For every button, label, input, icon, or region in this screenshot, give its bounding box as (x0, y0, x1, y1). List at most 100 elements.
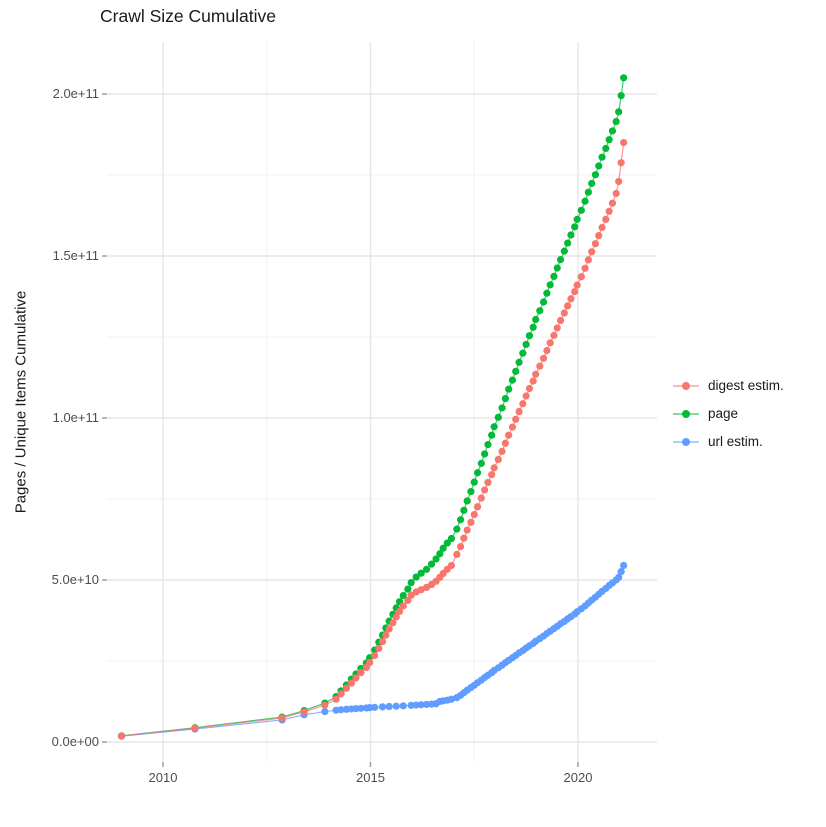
data-point-digest-estim- (382, 631, 390, 639)
data-point-digest-estim- (366, 659, 374, 667)
data-point-digest-estim- (617, 159, 625, 167)
data-point-url-estim- (385, 702, 393, 711)
data-point-page (508, 376, 517, 384)
x-tick-label: 2020 (563, 770, 593, 785)
data-point-digest-estim- (375, 644, 383, 652)
data-point-digest-estim- (588, 248, 596, 256)
data-point-digest-estim- (456, 543, 465, 551)
data-point-digest-estim- (532, 370, 540, 378)
legend-item: digest estim. (673, 378, 784, 393)
data-point-digest-estim- (536, 362, 544, 370)
data-point-page (573, 215, 581, 223)
data-point-page (532, 315, 540, 324)
data-point-page (515, 358, 523, 366)
data-point-page (447, 534, 456, 543)
data-point-page (494, 413, 502, 421)
data-point-digest-estim- (546, 339, 554, 347)
data-point-url-estim- (617, 567, 625, 576)
data-point-digest-estim- (494, 455, 502, 464)
data-point-page (456, 516, 465, 524)
data-point-digest-estim- (522, 392, 530, 400)
data-point-page (436, 550, 444, 558)
data-point-digest-estim- (357, 669, 365, 677)
data-point-digest-estim- (447, 561, 456, 570)
data-point-page (467, 487, 475, 496)
data-point-digest-estim- (591, 240, 600, 248)
data-point-url-estim- (337, 706, 345, 714)
legend-item: url estim. (673, 434, 784, 449)
data-point-digest-estim- (352, 674, 360, 682)
data-point-page (620, 74, 628, 82)
data-point-page (584, 188, 592, 196)
data-point-digest-estim- (543, 347, 551, 355)
y-tick-label: 1.5e+11 (52, 248, 99, 263)
data-point-url-estim- (615, 573, 623, 582)
data-point-digest-estim- (484, 478, 492, 487)
data-point-digest-estim- (389, 619, 397, 627)
data-point-page (505, 385, 513, 393)
data-point-digest-estim- (567, 295, 575, 303)
data-point-page (490, 423, 498, 431)
data-point-page (443, 539, 451, 547)
data-point-page (564, 239, 572, 247)
data-point-digest-estim- (560, 309, 568, 317)
data-point-url-estim- (417, 701, 425, 709)
data-point-page (501, 394, 509, 403)
data-point-page (412, 573, 420, 581)
data-point-digest-estim- (550, 331, 558, 339)
y-tick-label: 1.0e+11 (52, 410, 99, 425)
data-point-digest-estim- (553, 324, 561, 332)
legend-label: digest estim. (708, 378, 784, 393)
legend: digest estim. page url estim. (673, 378, 784, 449)
data-point-page (470, 478, 478, 486)
data-point-digest-estim- (539, 354, 548, 362)
data-point-digest-estim- (490, 464, 498, 472)
data-point-digest-estim- (508, 423, 517, 431)
data-point-digest-estim- (605, 207, 613, 215)
data-point-digest-estim- (417, 586, 425, 594)
data-point-digest-estim- (378, 637, 387, 646)
data-point-page (519, 349, 527, 357)
data-point-digest-estim- (598, 223, 606, 232)
data-point-url-estim- (620, 561, 628, 570)
data-point-page (512, 367, 520, 375)
data-point-digest-estim- (460, 534, 468, 542)
data-point-digest-estim- (481, 486, 489, 494)
data-point-digest-estim- (385, 625, 393, 633)
data-point-page (567, 231, 575, 239)
data-point-digest-estim- (371, 651, 379, 660)
legend-line-dot-icon (673, 407, 699, 421)
data-point-digest-estim- (529, 377, 537, 385)
data-point-digest-estim- (505, 431, 513, 439)
data-point-digest-estim- (515, 407, 523, 416)
data-point-digest-estim- (501, 439, 509, 447)
data-point-digest-estim- (404, 596, 412, 605)
data-point-url-estim- (392, 702, 400, 710)
data-point-digest-estim- (615, 177, 623, 186)
data-point-page (615, 108, 623, 116)
data-point-digest-estim- (470, 510, 478, 519)
data-point-page (427, 560, 436, 568)
data-point-page (556, 255, 565, 264)
data-point-digest-estim- (608, 199, 617, 207)
data-point-page (477, 459, 485, 467)
data-point-page (399, 591, 407, 600)
x-tick-label: 2015 (356, 770, 385, 785)
data-point-digest-estim- (488, 471, 496, 479)
data-point-page (608, 127, 617, 135)
data-point-digest-estim- (467, 518, 475, 526)
data-point-url-estim- (357, 704, 365, 712)
data-point-page (439, 544, 447, 552)
data-point-digest-estim- (399, 602, 407, 610)
data-point-digest-estim- (571, 288, 579, 296)
data-point-digest-estim- (564, 302, 572, 310)
data-point-page (529, 323, 537, 331)
data-point-page (404, 585, 412, 593)
y-tick-label: 5.0e+10 (51, 572, 99, 587)
data-point-page (422, 565, 431, 573)
data-point-digest-estim- (321, 701, 329, 709)
data-point-page (605, 136, 613, 144)
data-point-page (488, 431, 496, 439)
data-point-page (543, 289, 551, 297)
